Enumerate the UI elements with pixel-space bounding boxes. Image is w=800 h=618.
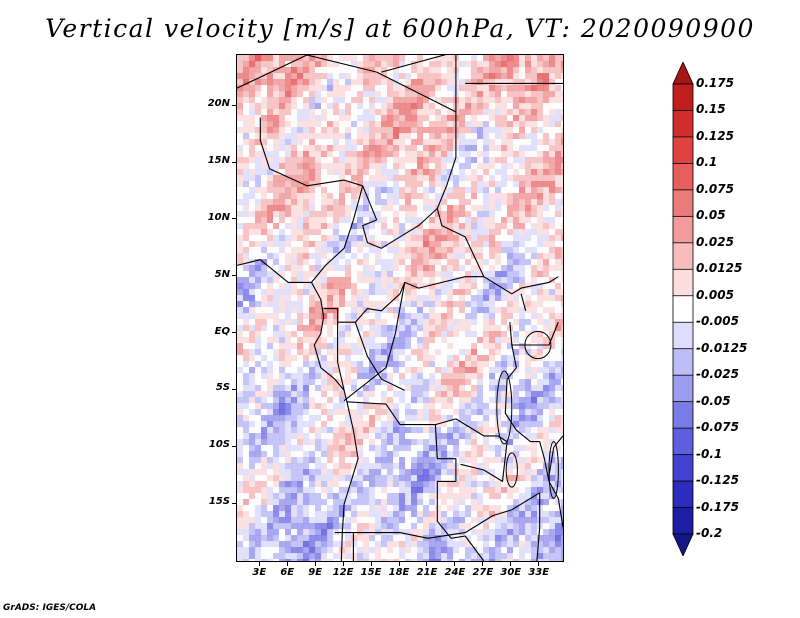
lon-tick-mark bbox=[370, 562, 372, 566]
colorbar-segment bbox=[672, 83, 694, 112]
lat-tick-mark bbox=[232, 104, 236, 106]
lat-tick-label: 15N bbox=[207, 155, 230, 167]
colorbar-segment bbox=[672, 374, 694, 403]
colorbar-segment bbox=[672, 163, 694, 191]
lon-tick-label: 27E bbox=[472, 567, 494, 578]
lat-tick-label: 10S bbox=[208, 439, 230, 451]
colorbar-label: 0.125 bbox=[696, 128, 734, 143]
colorbar-bottom-arrow bbox=[672, 533, 694, 556]
colorbar-segment bbox=[672, 110, 694, 138]
lon-tick-label: 24E bbox=[444, 567, 466, 578]
lon-tick-label: 12E bbox=[332, 567, 354, 578]
colorbar-label: 0.05 bbox=[696, 208, 726, 223]
lat-tick-label: 5S bbox=[215, 382, 230, 394]
lat-tick-label: 15S bbox=[208, 496, 230, 508]
colorbar bbox=[672, 62, 694, 556]
lon-tick-mark bbox=[482, 562, 484, 566]
colorbar-label: -0.05 bbox=[696, 393, 731, 408]
lon-tick-mark bbox=[342, 562, 344, 566]
lat-tick-label: EQ bbox=[214, 325, 230, 337]
colorbar-segment bbox=[672, 295, 694, 323]
colorbar-segment bbox=[672, 136, 694, 165]
lat-tick-mark bbox=[232, 445, 236, 447]
colorbar-label: -0.025 bbox=[696, 367, 739, 382]
lat-tick-mark bbox=[232, 275, 236, 277]
colorbar-label: -0.125 bbox=[696, 473, 739, 488]
colorbar-label: -0.2 bbox=[696, 526, 723, 540]
colorbar-segment bbox=[672, 242, 694, 270]
lon-tick-mark bbox=[510, 562, 512, 566]
colorbar-segment bbox=[672, 454, 694, 482]
colorbar-segment bbox=[672, 215, 694, 244]
colorbar-segment bbox=[672, 427, 694, 456]
lon-tick-label: 30E bbox=[500, 567, 522, 578]
lon-tick-mark bbox=[286, 562, 288, 566]
lat-tick-mark bbox=[232, 218, 236, 220]
lat-tick-mark bbox=[232, 502, 236, 504]
colorbar-label: 0.025 bbox=[696, 234, 734, 249]
grads-credit: GrADS: IGES/COLA bbox=[3, 603, 97, 613]
colorbar-top-arrow bbox=[672, 62, 694, 85]
colorbar-label: -0.0125 bbox=[696, 340, 748, 355]
lon-tick-mark bbox=[314, 562, 316, 566]
lon-tick-label: 15E bbox=[360, 567, 382, 578]
colorbar-label: 0.15 bbox=[696, 102, 726, 117]
lon-tick-label: 18E bbox=[388, 567, 410, 578]
colorbar-label: -0.075 bbox=[696, 420, 739, 435]
colorbar-label: 0.075 bbox=[696, 181, 734, 196]
lat-tick-label: 20N bbox=[207, 98, 230, 110]
velocity-map bbox=[236, 54, 564, 562]
colorbar-segment bbox=[672, 507, 694, 535]
colorbar-label: 0.1 bbox=[696, 155, 718, 170]
lon-tick-label: 33E bbox=[528, 567, 550, 578]
lon-tick-mark bbox=[258, 562, 260, 566]
colorbar-segment bbox=[672, 348, 694, 376]
lat-tick-mark bbox=[232, 332, 236, 334]
colorbar-segment bbox=[672, 480, 694, 509]
colorbar-segment bbox=[672, 321, 694, 350]
velocity-cells bbox=[237, 55, 563, 561]
lon-tick-label: 9E bbox=[308, 567, 323, 578]
lon-tick-mark bbox=[398, 562, 400, 566]
colorbar-segment bbox=[672, 189, 694, 218]
colorbar-label: -0.1 bbox=[696, 446, 723, 461]
colorbar-label: 0.0125 bbox=[696, 261, 743, 276]
map-title: Vertical velocity [m/s] at 600hPa, VT: 2… bbox=[45, 14, 755, 43]
colorbar-label: 0.005 bbox=[696, 287, 734, 302]
lon-tick-label: 6E bbox=[280, 567, 295, 578]
lon-tick-mark bbox=[454, 562, 456, 566]
lat-tick-mark bbox=[232, 388, 236, 390]
lat-tick-mark bbox=[232, 161, 236, 163]
colorbar-label: 0.175 bbox=[696, 76, 734, 90]
lat-tick-label: 5N bbox=[214, 268, 230, 280]
velocity-field bbox=[237, 55, 563, 561]
colorbar-segment bbox=[672, 401, 694, 429]
lon-tick-label: 3E bbox=[252, 567, 267, 578]
lon-tick-mark bbox=[426, 562, 428, 566]
lon-tick-label: 21E bbox=[416, 567, 438, 578]
lon-tick-mark bbox=[538, 562, 540, 566]
colorbar-segment bbox=[672, 268, 694, 297]
colorbar-label: -0.175 bbox=[696, 499, 739, 514]
colorbar-label: -0.005 bbox=[696, 314, 739, 329]
country-borders bbox=[237, 55, 563, 561]
lat-tick-label: 10N bbox=[207, 211, 230, 223]
